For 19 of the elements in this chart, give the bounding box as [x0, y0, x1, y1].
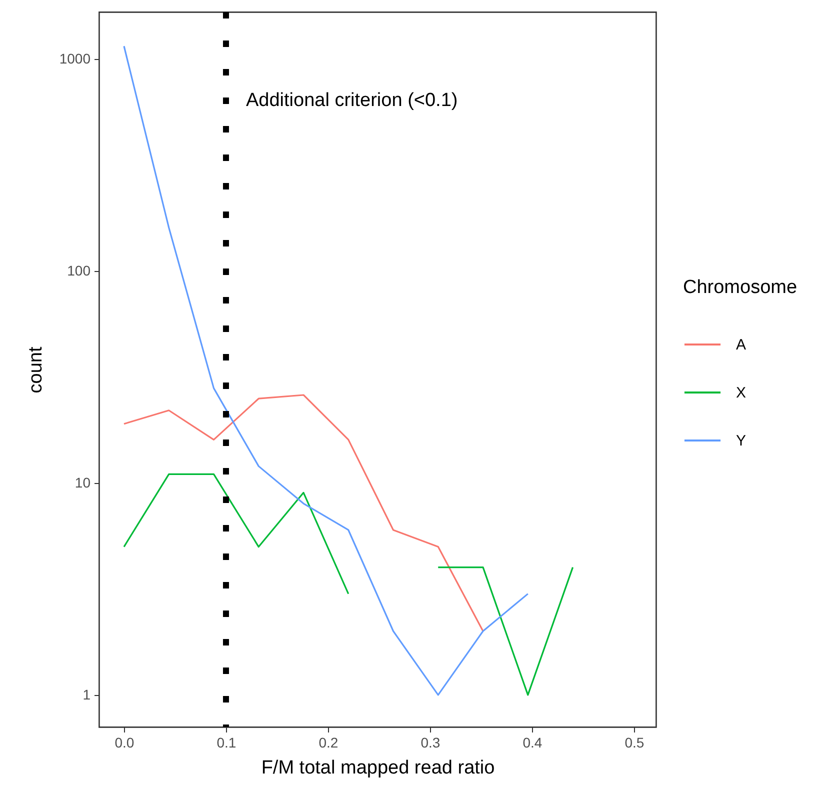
y-tick-label: 1: [82, 686, 91, 702]
x-tick-label: 0.2: [318, 734, 338, 750]
y-tick-label: 100: [67, 262, 91, 278]
x-tick-label: 0.3: [420, 734, 440, 750]
x-tick-label: 0.1: [216, 734, 236, 750]
line-series: [123, 45, 529, 696]
ref-line-label: Additional criterion (<0.1): [246, 90, 458, 111]
x-tick-label: 0.0: [114, 734, 134, 750]
x-tick-label: 0.4: [522, 734, 542, 750]
x-tick-label: 0.5: [624, 734, 644, 750]
legend-label: A: [736, 336, 746, 354]
legend-title: Chromosome: [683, 277, 798, 298]
y-axis-title: count: [25, 346, 46, 394]
legend-label: X: [736, 384, 746, 402]
legend-label: Y: [736, 432, 746, 450]
y-tick-label: 1000: [59, 50, 91, 66]
y-tick-label: 10: [74, 474, 91, 490]
x-axis-title: F/M total mapped read ratio: [261, 758, 495, 778]
line-series: [123, 394, 484, 632]
